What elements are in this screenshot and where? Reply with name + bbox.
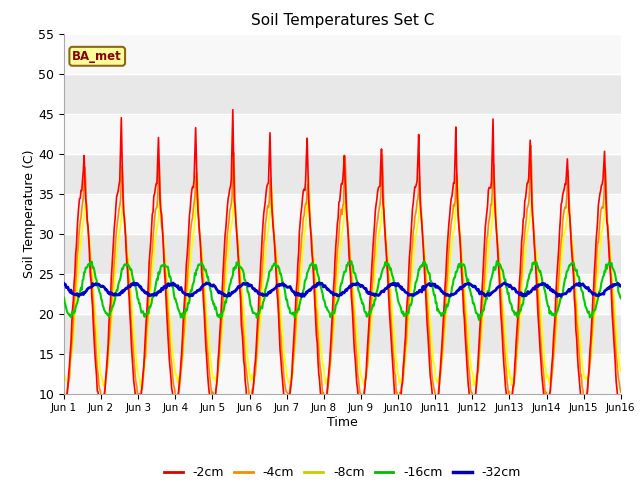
Bar [64, 154, 621, 193]
Bar [64, 313, 621, 354]
Bar [64, 73, 621, 114]
Bar [64, 274, 621, 313]
Bar [64, 193, 621, 234]
Title: Soil Temperatures Set C: Soil Temperatures Set C [251, 13, 434, 28]
Y-axis label: Soil Temperature (C): Soil Temperature (C) [22, 149, 35, 278]
Bar [64, 34, 621, 73]
Legend: -2cm, -4cm, -8cm, -16cm, -32cm: -2cm, -4cm, -8cm, -16cm, -32cm [159, 461, 526, 480]
Bar [64, 234, 621, 274]
Bar [64, 114, 621, 154]
X-axis label: Time: Time [327, 416, 358, 429]
Bar [64, 354, 621, 394]
Text: BA_met: BA_met [72, 50, 122, 63]
